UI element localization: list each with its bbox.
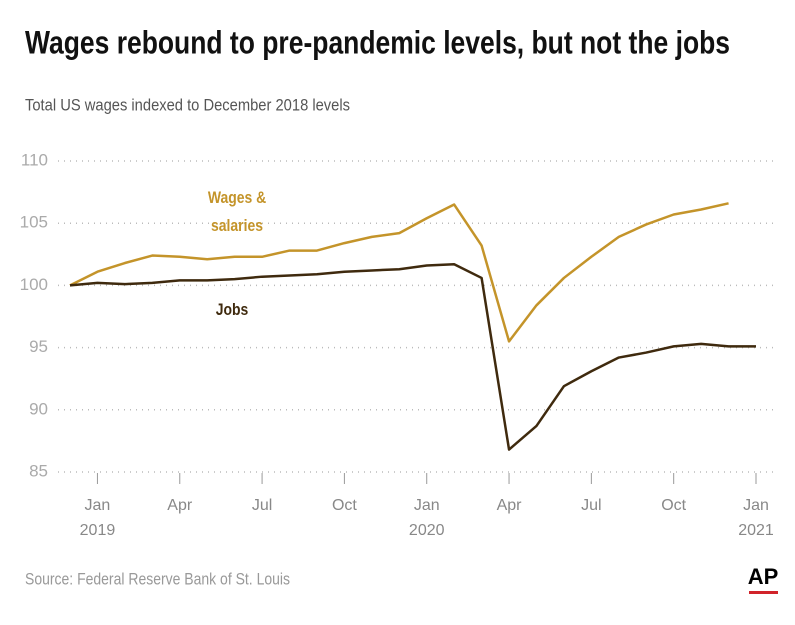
series-label: Wages & salaries <box>207 188 267 235</box>
x-tick-year: 2020 <box>409 522 445 539</box>
series-label: Jobs <box>215 300 249 319</box>
x-tick-year: 2019 <box>80 522 116 539</box>
series-line <box>69 202 729 343</box>
x-tick-label: Jul <box>252 497 272 514</box>
x-tick-label: Oct <box>332 497 357 514</box>
x-tick-label: Jan <box>85 497 111 514</box>
y-tick-label: 100 <box>20 275 48 294</box>
x-tick-label: Jan <box>414 497 440 514</box>
logo: AP <box>748 564 779 589</box>
source: Source: Federal Reserve Bank of St. Loui… <box>25 569 290 588</box>
y-tick-label: 105 <box>20 213 48 232</box>
x-tick-year: 2021 <box>738 522 774 539</box>
y-tick-label: 110 <box>21 150 48 169</box>
x-tick-label: Apr <box>497 497 523 514</box>
y-tick-label: 95 <box>29 337 48 356</box>
x-tick-label: Oct <box>661 497 686 514</box>
x-tick-label: Jan <box>743 497 769 514</box>
logo-bar <box>749 591 778 594</box>
y-tick-label: 90 <box>29 399 48 418</box>
chart-subtitle: Total US wages indexed to December 2018 … <box>25 95 350 114</box>
y-tick-label: 85 <box>29 461 48 480</box>
x-tick-label: Apr <box>167 497 193 514</box>
x-tick-label: Jul <box>581 497 601 514</box>
chart-title: Wages rebound to pre-pandemic levels, bu… <box>25 24 730 60</box>
series-line <box>69 263 756 451</box>
